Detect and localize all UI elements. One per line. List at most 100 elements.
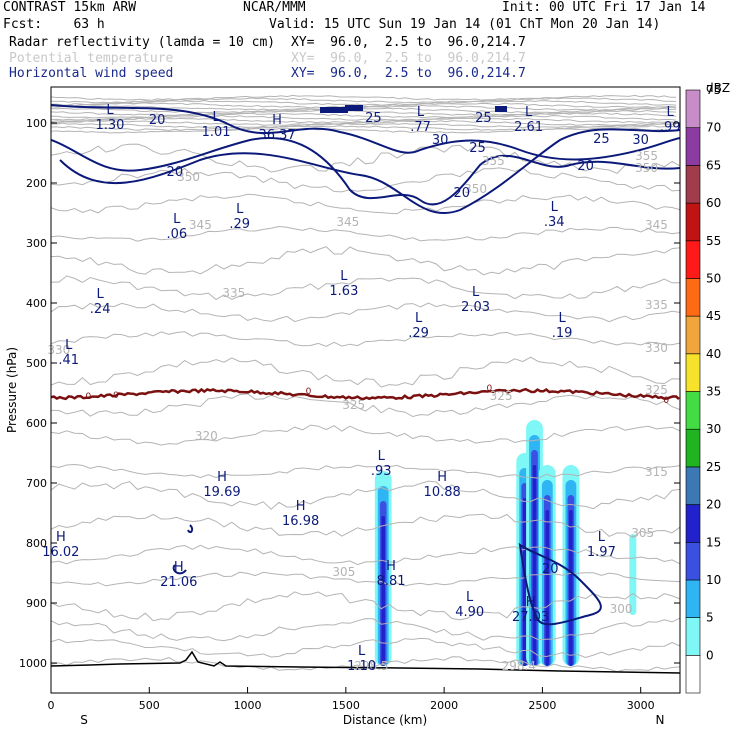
y-tick-label: 200 xyxy=(26,177,47,190)
colorbar-swatch xyxy=(685,428,701,468)
extremum-value: .93 xyxy=(371,464,392,479)
theta-contour xyxy=(51,225,680,242)
theta-contour xyxy=(51,122,677,129)
wind-label: 20 xyxy=(149,113,166,128)
theta-contour xyxy=(51,463,680,479)
colorbar-swatch xyxy=(685,315,701,355)
zero-isotherm xyxy=(51,387,680,401)
high-marker: H xyxy=(437,470,447,485)
y-tick-label: 400 xyxy=(26,297,47,310)
colorbar-label: 15 xyxy=(706,535,721,549)
wind-max-core xyxy=(345,105,363,111)
theta-contour xyxy=(51,246,680,276)
theta-contour xyxy=(51,107,677,114)
field-wind: Horizontal wind speed xyxy=(9,66,174,81)
isotherm-label: 0 xyxy=(663,396,669,406)
theta-label: 305 xyxy=(332,565,355,579)
org-label: NCAR/MMM xyxy=(243,0,306,15)
high-marker: H xyxy=(526,595,536,610)
colorbar-label: 60 xyxy=(706,196,721,210)
field-theta: Potential temperature xyxy=(9,51,174,66)
wind-contour xyxy=(172,564,187,575)
colorbar-swatch xyxy=(685,617,701,656)
plot-area xyxy=(51,87,680,693)
reflectivity-core xyxy=(532,465,537,666)
theta-contour xyxy=(51,193,680,215)
y-tick-label: 800 xyxy=(26,537,47,550)
theta-label: 325 xyxy=(342,398,365,412)
x-tick-label: 0 xyxy=(48,699,55,712)
y-tick-label: 1000 xyxy=(19,657,47,670)
theta-contour xyxy=(51,125,677,131)
x-tick-label: 1500 xyxy=(332,699,360,712)
low-marker: L xyxy=(340,269,348,284)
colorbar-label: 75 xyxy=(706,83,721,97)
colorbar-label: 55 xyxy=(706,234,721,248)
theta-contour xyxy=(51,114,677,121)
wind-label: 25 xyxy=(593,132,610,147)
isotherm-label: 0 xyxy=(85,392,91,402)
wind-contour xyxy=(51,104,680,161)
theta-contour xyxy=(51,331,680,347)
wind-label: 30 xyxy=(432,133,449,148)
extremum-value: 16.98 xyxy=(282,514,319,529)
y-tick-label: 300 xyxy=(26,237,47,250)
valid-time: Valid: 15 UTC Sun 19 Jan 14 (01 ChT Mon … xyxy=(269,17,661,32)
theta-label: 355 xyxy=(635,149,658,163)
theta-label: 355 xyxy=(482,154,505,168)
colorbar-swatch xyxy=(685,541,701,581)
theta-label: 298.5 xyxy=(354,659,388,673)
y-tick-label: 500 xyxy=(26,357,47,370)
field-reflectivity: Radar reflectivity (lamda = 10 cm) xyxy=(9,35,276,50)
extremum-value: 21.06 xyxy=(160,575,197,590)
extremum-value: .41 xyxy=(58,353,79,368)
theta-label: 350 xyxy=(464,182,487,196)
theta-label: 325 xyxy=(490,389,513,403)
wind-contour xyxy=(59,128,680,214)
extremum-value: 2.03 xyxy=(461,300,490,315)
theta-contour xyxy=(51,143,680,174)
colorbar-swatch xyxy=(685,504,701,543)
colorbar-swatch xyxy=(685,165,701,204)
low-marker: L xyxy=(212,110,220,125)
theta-label: 320 xyxy=(195,429,218,443)
high-marker: H xyxy=(56,530,66,545)
theta-contour xyxy=(51,120,677,126)
y-tick-label: 700 xyxy=(26,477,47,490)
wind-label: 20 xyxy=(167,165,184,180)
wind-label: 30 xyxy=(632,133,649,148)
colorbar-label: 50 xyxy=(706,271,721,285)
wind-max-core xyxy=(495,106,507,112)
extremum-value: 19.69 xyxy=(203,485,240,500)
y-tick-label: 100 xyxy=(26,117,47,130)
extremum-value: 36.37 xyxy=(258,128,295,143)
low-marker: L xyxy=(472,285,480,300)
high-marker: H xyxy=(174,560,184,575)
reflectivity-core xyxy=(569,510,573,666)
colorbar-label: 40 xyxy=(706,347,721,361)
theta-contour xyxy=(51,356,680,388)
colorbar-swatch xyxy=(685,579,701,618)
theta-label: 330 xyxy=(47,343,70,357)
wind-contour xyxy=(518,542,602,626)
theta-contour xyxy=(51,513,680,538)
low-marker: L xyxy=(106,103,114,118)
field-wind-xy: XY= 96.0, 2.5 to 96.0,214.7 xyxy=(291,66,526,81)
theta-contour xyxy=(51,97,677,104)
x-axis-end-label: N xyxy=(656,713,665,727)
low-marker: L xyxy=(236,202,244,217)
wind-label: 25 xyxy=(469,141,486,156)
high-marker: H xyxy=(386,559,396,574)
theta-label: 350 xyxy=(177,170,200,184)
isotherm-label: 0 xyxy=(486,384,492,394)
theta-contour xyxy=(51,109,677,116)
theta-label: 298.4 xyxy=(502,659,536,673)
colorbar-swatch xyxy=(685,89,701,129)
theta-label: 300 xyxy=(610,602,633,616)
theta-label: 345 xyxy=(645,218,668,232)
colorbar-label: 45 xyxy=(706,309,721,323)
field-theta-xy: XY= 96.0, 2.5 to 96.0,214.7 xyxy=(291,51,526,66)
extremum-value: 1.01 xyxy=(202,125,231,140)
extremum-value: 2.61 xyxy=(514,120,543,135)
